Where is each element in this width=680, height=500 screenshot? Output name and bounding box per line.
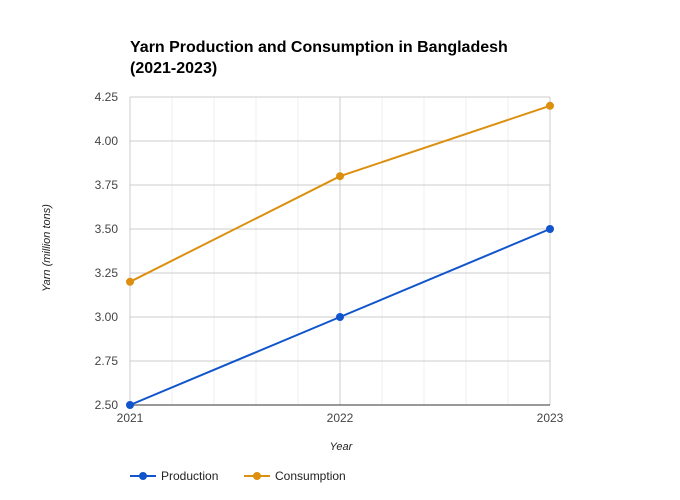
chart-title-line-2: (2021-2023) <box>130 60 217 77</box>
axes: 2.50 2.75 3.00 3.25 3.50 3.75 4.00 4.25 2021 2022… <box>95 90 564 425</box>
y-tick-label: 3.50 <box>95 222 119 236</box>
y-tick-label: 3.25 <box>95 266 119 280</box>
y-axis-title: Yarn (million tons) <box>41 204 53 292</box>
series-lines <box>126 101 554 409</box>
legend-swatch-marker <box>139 472 147 480</box>
axis-labels: Year Yarn (million tons) <box>41 204 354 453</box>
x-axis-title: Year <box>330 441 354 453</box>
y-tick-label: 3.00 <box>95 310 119 324</box>
y-tick-label: 4.00 <box>95 134 119 148</box>
y-tick-label: 4.25 <box>95 90 119 104</box>
data-point-production <box>126 401 134 409</box>
data-point-production <box>546 225 554 233</box>
legend-swatch-marker <box>253 472 261 480</box>
x-tick-label: 2022 <box>327 411 354 425</box>
chart-title-line-1: Yarn Production and Consumption in Bangl… <box>130 39 508 56</box>
y-tick-label: 2.50 <box>95 398 119 412</box>
y-tick-label: 3.75 <box>95 178 119 192</box>
data-point-consumption <box>126 277 134 286</box>
legend-label: Production <box>161 469 218 483</box>
chart-title: Yarn Production and Consumption in Bangl… <box>130 39 508 77</box>
x-tick-label: 2023 <box>537 411 564 425</box>
data-point-consumption <box>546 101 554 110</box>
legend: Production Consumption <box>130 469 346 483</box>
data-point-production <box>336 313 344 321</box>
legend-label: Consumption <box>275 469 346 483</box>
data-point-consumption <box>336 172 344 181</box>
x-tick-label: 2021 <box>117 411 144 425</box>
y-tick-label: 2.75 <box>95 354 119 368</box>
